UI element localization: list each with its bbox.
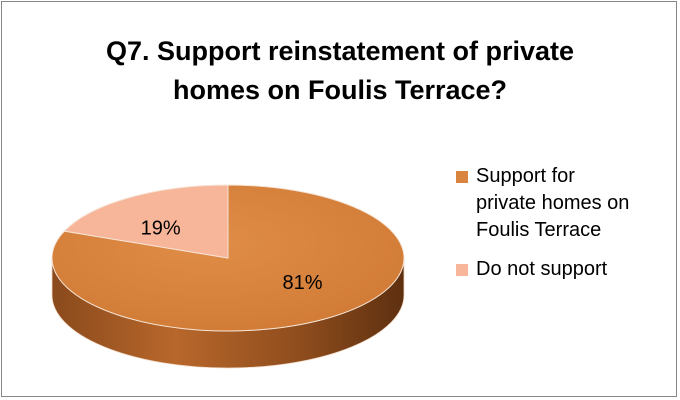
data-label-not-support: 19% [141,218,181,240]
legend-item-not-support: Do not support [456,256,676,283]
pie-slice-support [51,184,405,332]
legend-swatch-not-support [456,264,468,276]
chart-title-line-1: Q7. Support reinstatement of private [105,36,575,66]
legend-label-not-support: Do not support [476,258,608,280]
chart-title-line-2: homes on Foulis Terrace? [172,75,508,105]
chart-title: Q7. Support reinstatement of private hom… [2,32,678,110]
data-label-support: 81% [283,272,323,294]
legend-label-support: Support for private homes on Foulis Terr… [476,165,630,241]
legend-item-support: Support for private homes on Foulis Terr… [456,163,676,244]
pie-slice-not-support [63,184,229,259]
legend: Support for private homes on Foulis Terr… [456,163,676,283]
legend-swatch-support [456,171,468,183]
